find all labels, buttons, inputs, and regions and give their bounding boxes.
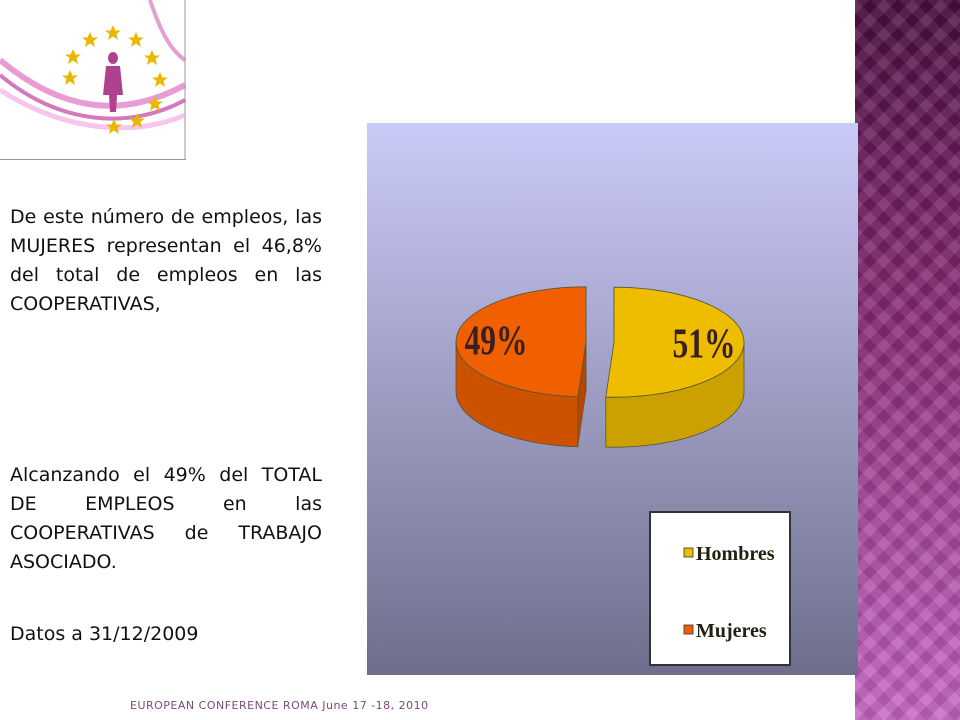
data-label: 51%: [672, 321, 735, 367]
decorative-band: [855, 0, 960, 720]
pie-slice: [455, 286, 587, 448]
slice-top: [605, 286, 745, 398]
chart: 51% 49% Hombres Mujeres: [367, 123, 858, 675]
legend-swatch: [683, 547, 694, 558]
data-label: 49%: [465, 318, 528, 364]
legend-swatch: [683, 624, 694, 635]
legend-label: Mujeres: [696, 620, 767, 642]
paragraph: Alcanzando el 49% del TOTAL DE EMPLEOS e…: [10, 464, 322, 573]
paragraph: De este número de empleos, las MUJERES r…: [10, 206, 322, 315]
legend-label: Hombres: [696, 543, 775, 565]
footer: EUROPEAN CONFERENCE ROMA June 17 -18, 20…: [130, 699, 429, 712]
logo: [0, 0, 186, 160]
paragraph: Datos a 31/12/2009: [10, 623, 199, 645]
slice-top: [455, 286, 587, 398]
pie-slice: [605, 286, 745, 448]
legend-box: [649, 511, 791, 666]
